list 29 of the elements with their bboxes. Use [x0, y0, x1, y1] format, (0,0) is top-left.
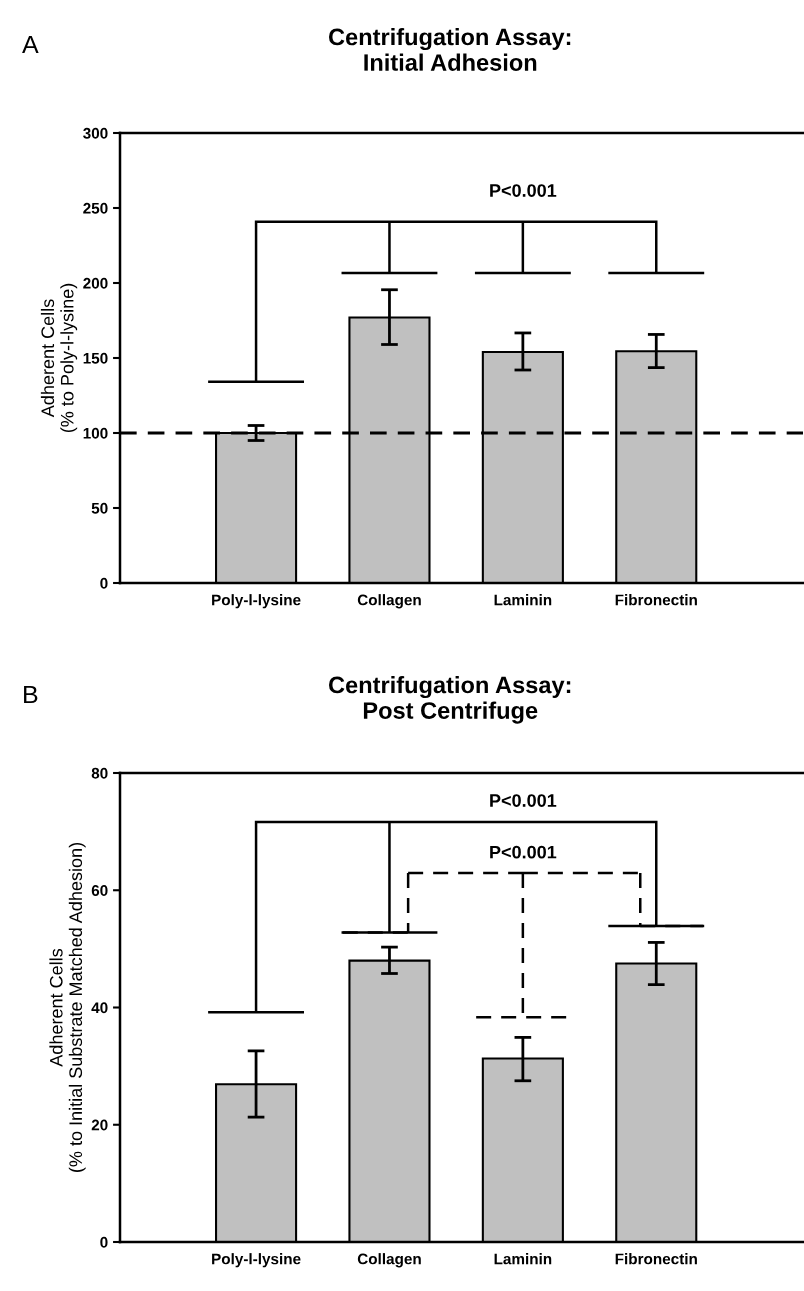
y-axis-title: Adherent Cells (% to Initial Substrate Matched Adhesion) [49, 843, 86, 1172]
x-tick-label: Poly-l-lysine [212, 1253, 301, 1268]
annotation: P<0.001 [490, 184, 557, 197]
x-tick-label: Laminin [494, 594, 552, 606]
x-tick-label: Collagen [357, 594, 421, 609]
y-axis-title: Adherent Cells (% to Poly-l-lysine) [40, 283, 78, 433]
chart-title: Centrifugation Assay: Initial Adhesion [329, 28, 571, 71]
y-tick-label: 80 [91, 767, 108, 779]
annotation: P<0.001 [490, 794, 557, 807]
y-tick-label: 0 [100, 577, 108, 589]
y-tick-label: 300 [83, 127, 108, 139]
y-tick-label: 250 [83, 202, 108, 214]
y-tick-label: 20 [91, 1119, 108, 1131]
annotation: P<0.001 [490, 845, 557, 859]
x-tick-label: Collagen [357, 1253, 421, 1268]
y-tick-label: 150 [83, 352, 108, 364]
x-tick-label: Poly-l-lysine [212, 594, 301, 609]
x-tick-label: Fibronectin [615, 1253, 697, 1265]
y-tick-label: 60 [91, 885, 108, 896]
text: B [24, 685, 38, 704]
y-tick-label: 40 [91, 1002, 108, 1014]
x-tick-label: Fibronectin [615, 594, 697, 606]
y-tick-label: 200 [83, 277, 108, 289]
chart-title: Centrifugation Assay: Post Centrifuge [329, 676, 571, 724]
x-tick-label: Laminin [494, 1253, 552, 1265]
text: A [22, 35, 39, 54]
y-tick-label: 100 [83, 427, 108, 439]
y-tick-label: 50 [91, 502, 108, 514]
y-tick-label: 0 [100, 1236, 108, 1248]
